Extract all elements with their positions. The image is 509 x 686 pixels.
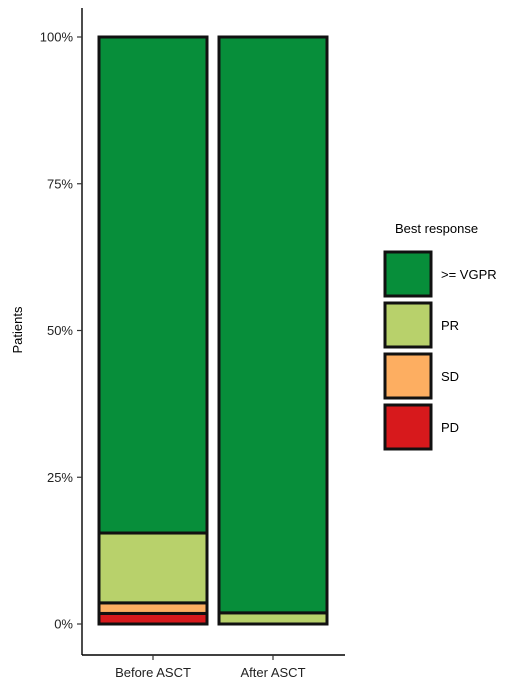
bar-segment-before-pr xyxy=(97,531,209,605)
x-tick-label: After ASCT xyxy=(240,665,305,680)
y-tick-label: 25% xyxy=(47,470,73,485)
x-ticks: Before ASCT After ASCT xyxy=(115,655,306,680)
legend-label: PD xyxy=(441,420,459,435)
legend-key-vgpr xyxy=(383,250,433,298)
y-tick-label: 100% xyxy=(40,30,74,45)
y-ticks: 0% 25% 50% 75% 100% xyxy=(40,30,82,632)
bar-segment-before-pd xyxy=(97,611,209,626)
legend-title: Best response xyxy=(395,221,478,236)
x-tick-label: Before ASCT xyxy=(115,665,191,680)
bar-segment-before-vgpr xyxy=(97,35,209,535)
legend-label: >= VGPR xyxy=(441,267,497,282)
legend-key-pr xyxy=(383,301,433,349)
bars-layer xyxy=(97,35,329,626)
bar-segment-after-pr xyxy=(217,611,329,626)
bar-segment-after-vgpr xyxy=(217,35,329,615)
legend: Best response >= VGPR PR SD PD xyxy=(383,221,497,451)
y-tick-label: 0% xyxy=(54,617,73,632)
axes-layer xyxy=(81,8,345,656)
y-tick-label: 75% xyxy=(47,176,73,191)
legend-key-pd xyxy=(383,403,433,451)
y-axis-title: Patients xyxy=(10,306,25,353)
y-tick-label: 50% xyxy=(47,323,73,338)
legend-label: SD xyxy=(441,369,459,384)
bar-segment-before-sd xyxy=(97,601,209,615)
legend-key-sd xyxy=(383,352,433,400)
legend-label: PR xyxy=(441,318,459,333)
